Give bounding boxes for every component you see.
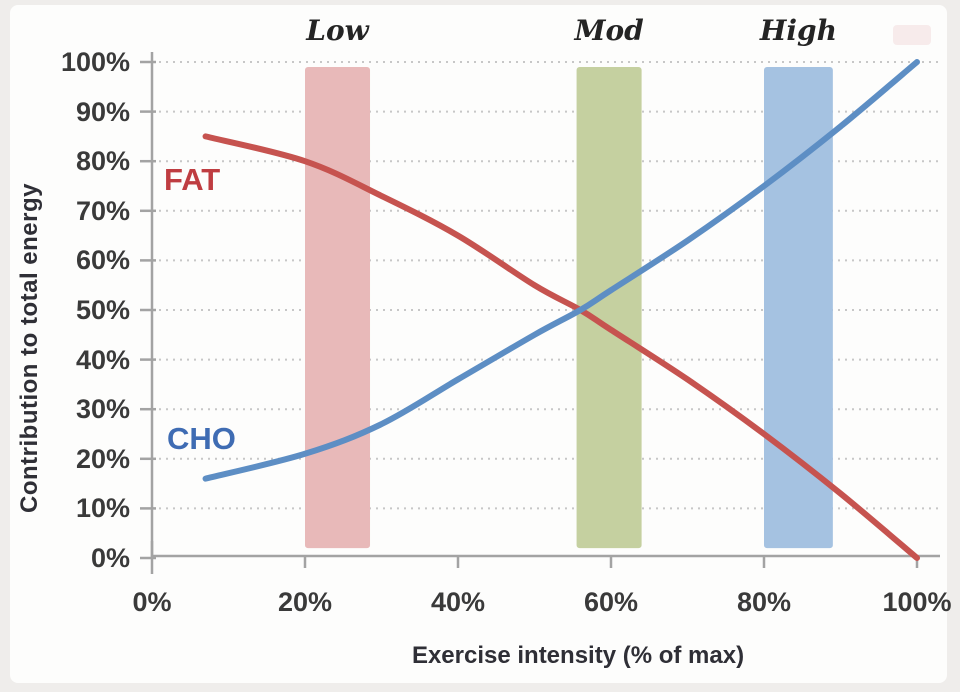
y-tick-label-50: 50% [75,295,130,325]
y-tick-label-20: 20% [75,443,130,474]
cho-curve [202,59,920,482]
y-tick-label-80: 80% [75,146,130,177]
fat-series-label: FAT [164,162,221,197]
x-tick-label-0: 0% [132,587,172,617]
x-tick-label-100: 100% [882,587,952,617]
x-tick-label-20: 20% [277,587,333,617]
zone-band-high [764,66,833,549]
y-tick-label-30: 30% [75,394,130,425]
y-tick-label-90: 90% [75,96,130,127]
zone-band-low [305,66,371,549]
cho-series-label: CHO [167,421,236,456]
y-tick-label-100: 100% [60,47,130,77]
zone-label-high: High [759,14,837,47]
x-axis-title: Exercise intensity (% of max) [411,642,745,669]
y-tick-label-10: 10% [75,493,130,524]
zone-label-mod: Mod [574,14,644,47]
zone-label-low: Low [306,14,369,47]
pink-smudge-artifact [893,25,931,45]
x-tick-label-40: 40% [430,587,486,617]
y-tick-label-0: 0% [90,543,130,573]
y-tick-label-70: 70% [75,195,130,226]
y-tick-label-40: 40% [75,344,130,375]
y-tick-label-60: 60% [75,245,130,276]
x-tick-label-60: 60% [583,587,639,617]
x-tick-label-80: 80% [736,587,792,617]
y-axis-title: Contribution to total energy [16,183,43,513]
zone-band-mod [576,66,642,549]
